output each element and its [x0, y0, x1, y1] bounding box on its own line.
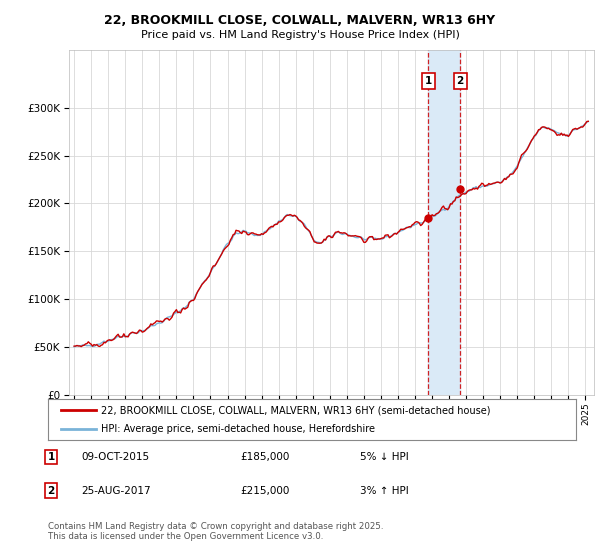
Text: Price paid vs. HM Land Registry's House Price Index (HPI): Price paid vs. HM Land Registry's House …	[140, 30, 460, 40]
Text: 1: 1	[425, 76, 432, 86]
Text: 1: 1	[47, 452, 55, 462]
Text: 2: 2	[457, 76, 464, 86]
Text: 22, BROOKMILL CLOSE, COLWALL, MALVERN, WR13 6HY (semi-detached house): 22, BROOKMILL CLOSE, COLWALL, MALVERN, W…	[101, 405, 490, 415]
Text: 3% ↑ HPI: 3% ↑ HPI	[360, 486, 409, 496]
Bar	[428, 50, 460, 395]
Text: 09-OCT-2015: 09-OCT-2015	[81, 452, 149, 462]
Text: 22, BROOKMILL CLOSE, COLWALL, MALVERN, WR13 6HY: 22, BROOKMILL CLOSE, COLWALL, MALVERN, W…	[104, 14, 496, 27]
Text: 2: 2	[47, 486, 55, 496]
Text: £185,000: £185,000	[240, 452, 289, 462]
Text: £215,000: £215,000	[240, 486, 289, 496]
Text: 5% ↓ HPI: 5% ↓ HPI	[360, 452, 409, 462]
Text: 25-AUG-2017: 25-AUG-2017	[81, 486, 151, 496]
Text: Contains HM Land Registry data © Crown copyright and database right 2025.
This d: Contains HM Land Registry data © Crown c…	[48, 522, 383, 542]
Text: HPI: Average price, semi-detached house, Herefordshire: HPI: Average price, semi-detached house,…	[101, 424, 375, 433]
